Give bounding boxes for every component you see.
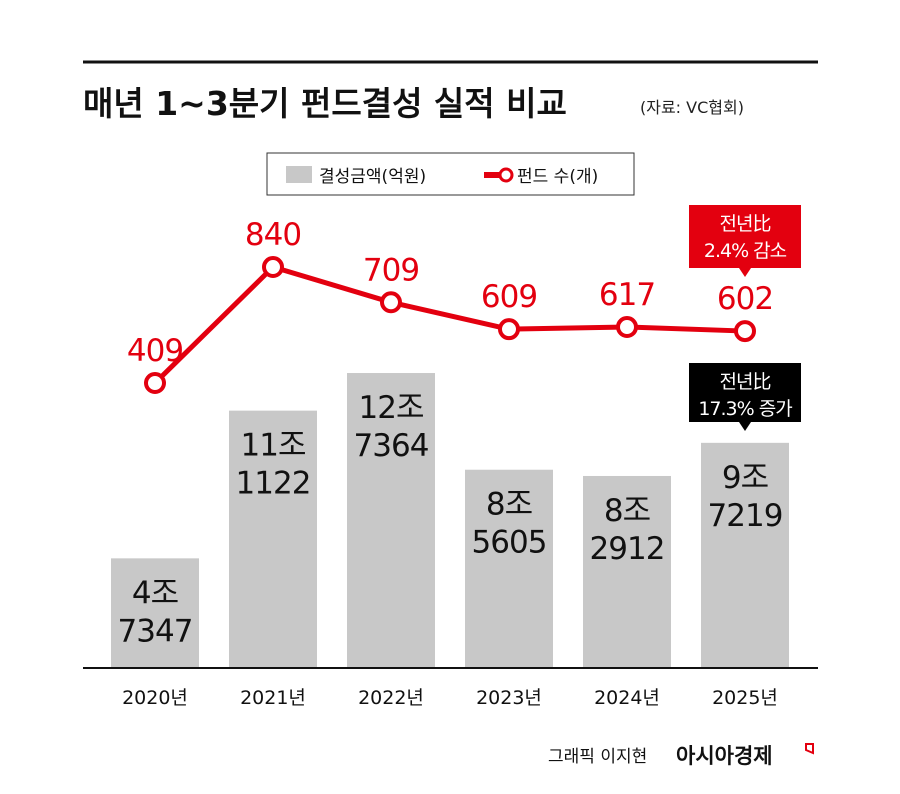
bar-data-label: 4조 xyxy=(132,575,178,611)
legend-line-marker xyxy=(498,167,514,183)
bar-2020년 xyxy=(111,558,199,668)
bar-2024년 xyxy=(583,475,671,668)
brand-logo-icon xyxy=(805,743,814,755)
chart-title: 매년 1~3분기 펀드결성 실적 비교 xyxy=(83,84,567,123)
bar-data-label: 8조 xyxy=(604,493,650,529)
bar-data-label: 1122 xyxy=(236,466,311,502)
line-point xyxy=(144,372,166,394)
fund-count-line xyxy=(153,264,746,385)
credit-brand: 아시아경제 xyxy=(676,744,773,768)
bar-data-label: 9조 xyxy=(722,460,768,496)
chart-source: (자료: VC협회) xyxy=(640,98,744,117)
bar-data-label: 7364 xyxy=(354,428,429,464)
x-tick-label: 2023년 xyxy=(476,687,542,709)
bar-data-label: 7219 xyxy=(708,498,783,534)
annotation-text: 2.4% 감소 xyxy=(704,240,787,262)
annotation-pointer xyxy=(739,422,751,431)
credit-author: 그래픽 이지현 xyxy=(548,747,647,767)
line-point xyxy=(616,316,638,339)
legend-bar-label: 결성금액(억원) xyxy=(319,167,426,187)
legend-bar-swatch xyxy=(286,166,312,183)
line-point xyxy=(380,291,402,314)
annotation-box xyxy=(689,363,801,422)
annotation-pointer xyxy=(739,268,751,277)
legend-line-label: 펀드 수(개) xyxy=(517,167,598,187)
bar-data-label: 7347 xyxy=(118,613,193,649)
x-tick-label: 2025년 xyxy=(712,687,778,709)
bar-data-label: 11조 xyxy=(241,428,306,464)
x-tick-label: 2020년 xyxy=(122,687,188,709)
bar-data-label: 8조 xyxy=(486,487,532,523)
bar-2021년 xyxy=(229,410,317,668)
annotation-text: 전년比 xyxy=(720,213,771,235)
line-data-label: 617 xyxy=(599,277,655,313)
legend: 결성금액(억원) 펀드 수(개) xyxy=(266,152,635,196)
line-data-label: 709 xyxy=(363,252,419,288)
bar-data-label: 12조 xyxy=(359,390,424,426)
line-point xyxy=(498,318,520,341)
bar-2022년 xyxy=(347,373,435,668)
bar-2025년 xyxy=(701,442,789,668)
annotation-box xyxy=(689,205,801,268)
line-data-label: 609 xyxy=(481,279,537,315)
annotation-text: 전년比 xyxy=(720,371,771,393)
line-data-label: 840 xyxy=(245,217,301,253)
x-tick-label: 2021년 xyxy=(240,687,306,709)
line-point xyxy=(734,320,756,343)
annotation-text: 17.3% 증가 xyxy=(698,398,792,420)
line-point xyxy=(262,256,284,279)
x-tick-label: 2024년 xyxy=(594,687,660,709)
line-data-label: 409 xyxy=(127,333,183,369)
x-tick-label: 2022년 xyxy=(358,687,424,709)
bar-data-label: 2912 xyxy=(590,531,665,567)
line-data-label: 602 xyxy=(717,281,773,317)
bar-2023년 xyxy=(465,469,553,668)
bar-data-label: 5605 xyxy=(472,525,547,561)
